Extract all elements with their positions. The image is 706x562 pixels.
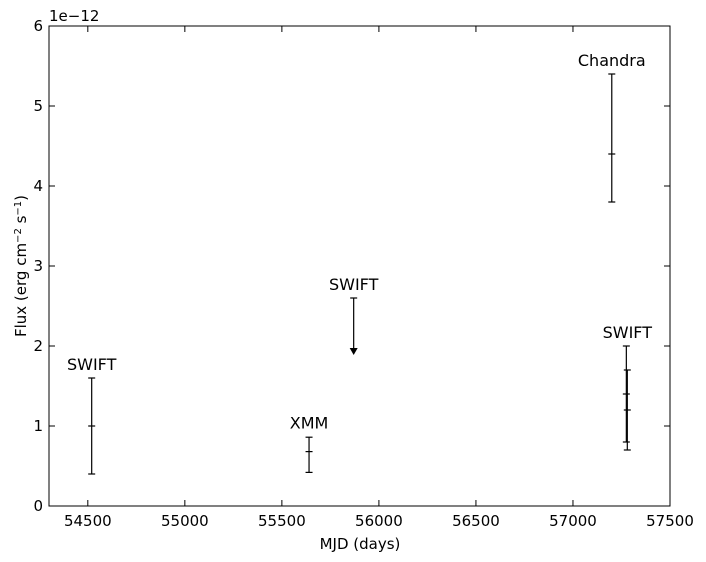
y-axis-label-sup1: −2 [13,228,24,243]
annotation-label: XMM [290,413,329,432]
y-tick-label: 6 [33,17,43,35]
annotation-label: Chandra [578,51,646,70]
x-tick-label: 56500 [452,512,500,530]
x-tick-label: 55000 [161,512,209,530]
x-tick-label: 56000 [355,512,403,530]
annotation-label: SWIFT [329,275,379,294]
y-tick-label: 5 [33,97,43,115]
x-tick-label: 57000 [549,512,597,530]
y-axis-label-main: Flux (erg cm [12,243,30,337]
y-axis-label-end: ) [12,195,30,201]
x-tick-label: 54500 [64,512,112,530]
annotation-label: SWIFT [67,355,117,374]
y-axis-label: Flux (erg cm−2 s−1) [12,195,30,337]
ticks: 54500 55000 55500 56000 56500 57000 57500 0 1 2 3 4… [33,17,693,530]
y-tick-label: 0 [33,497,43,515]
y-tick-label: 1 [33,417,43,435]
y-offset-label: 1e−12 [49,7,99,25]
y-tick-label: 4 [33,177,43,195]
y-tick-label: 2 [33,337,43,355]
y-axis-label-mid: s [12,215,30,228]
x-tick-label: 55500 [258,512,306,530]
x-tick-label: 57500 [646,512,694,530]
plot-frame [48,25,671,507]
error-bars [88,73,631,475]
annotations: SWIFT XMM SWIFT Chandra SWIFT [67,51,652,432]
y-axis-label-sup2: −1 [13,201,24,216]
y-tick-label: 3 [33,257,43,275]
annotation-label: SWIFT [603,323,653,342]
x-axis-label: MJD (days) [320,535,401,553]
upper-limit-arrow [349,348,358,355]
